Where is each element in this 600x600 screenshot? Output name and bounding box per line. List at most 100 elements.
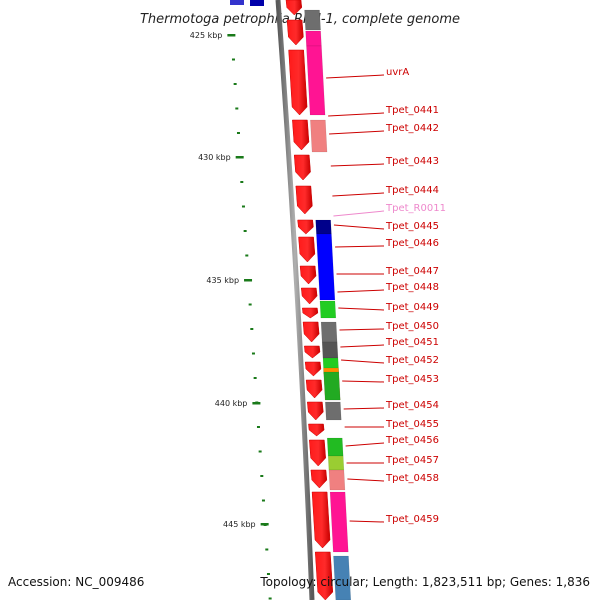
gene-leader-line xyxy=(335,245,385,248)
cds-arrow xyxy=(297,219,314,235)
gene-leader-line xyxy=(338,307,385,311)
gene-leader-line xyxy=(340,344,385,348)
gene-leader-line xyxy=(330,163,385,167)
ruler-minor-tick xyxy=(265,548,269,551)
reverse-feature xyxy=(315,219,332,235)
ruler-major-tick xyxy=(244,279,253,282)
genome-backbone xyxy=(275,0,315,600)
forward-strand-arrows xyxy=(285,0,334,600)
reverse-feature xyxy=(333,555,352,600)
cds-arrow xyxy=(304,361,322,377)
ruler-ticks xyxy=(227,34,272,600)
cds-arrow xyxy=(311,491,331,549)
ruler-label: 445 kbp xyxy=(223,520,256,529)
ruler-major-tick xyxy=(260,523,269,526)
cds-arrow xyxy=(298,236,316,263)
reverse-feature xyxy=(327,455,345,471)
reverse-feature xyxy=(329,491,349,553)
cds-arrow xyxy=(295,185,313,215)
ruler-minor-tick xyxy=(251,352,255,355)
gene-label: Tpet_0458 xyxy=(385,473,439,484)
ruler-minor-tick xyxy=(250,328,254,330)
gene-label: Tpet_0441 xyxy=(385,105,439,116)
cds-arrow xyxy=(305,379,323,399)
gene-label: Tpet_0450 xyxy=(385,321,439,332)
gene-label: Tpet_0445 xyxy=(385,221,439,232)
gene-label: Tpet_0447 xyxy=(385,266,439,277)
ruler-minor-tick xyxy=(256,426,260,428)
partial-feature xyxy=(250,0,264,6)
ruler-minor-tick xyxy=(235,107,239,110)
gene-label: Tpet_R0011 xyxy=(385,203,446,214)
gene-leader-line xyxy=(332,192,385,197)
reverse-feature xyxy=(320,321,338,343)
map-title: Thermotoga petrophila RKU-1, complete ge… xyxy=(140,12,460,27)
gene-label: Tpet_0453 xyxy=(385,374,439,385)
topology-text: Topology: circular; Length: 1,823,511 bp… xyxy=(259,575,590,589)
ruler-label: 435 kbp xyxy=(206,276,239,285)
gene-leader-line xyxy=(339,328,385,331)
cds-arrow xyxy=(302,307,319,319)
cds-arrow xyxy=(304,345,321,359)
cds-arrow xyxy=(302,321,320,343)
gene-label: Tpet_0457 xyxy=(385,455,439,466)
ruler-minor-tick xyxy=(231,58,235,61)
cds-arrow xyxy=(292,119,310,151)
reverse-feature xyxy=(305,30,322,47)
gene-label: Tpet_0443 xyxy=(385,156,439,167)
gene-labels: uvrA Tpet_0441 Tpet_0442 Tpet_0443 Tpet_0444… xyxy=(385,67,446,525)
cds-arrow xyxy=(285,0,303,16)
reverse-feature xyxy=(323,371,341,401)
cds-arrow xyxy=(288,49,308,116)
cds-arrow xyxy=(293,154,311,181)
gene-leader-line xyxy=(333,210,385,217)
reverse-feature xyxy=(310,119,328,153)
gene-leader-line xyxy=(341,359,385,364)
reverse-feature xyxy=(319,300,337,319)
gene-leader-line xyxy=(347,478,385,482)
ruler-minor-tick xyxy=(240,181,244,183)
cds-arrow xyxy=(299,265,317,285)
gene-label: Tpet_0455 xyxy=(385,419,439,430)
gene-label: uvrA xyxy=(386,67,409,78)
ruler-minor-tick xyxy=(258,450,262,453)
gene-leader-line xyxy=(343,407,385,410)
gene-label: Tpet_0446 xyxy=(385,238,439,249)
gene-label: Tpet_0454 xyxy=(385,400,439,411)
gene-leader-line xyxy=(326,74,385,79)
ruler-minor-tick xyxy=(253,377,257,379)
cds-arrow xyxy=(309,439,326,467)
gene-leader-line xyxy=(349,520,385,523)
gene-leader-lines xyxy=(326,74,385,523)
accession-text: Accession: NC_009486 xyxy=(8,575,144,589)
gene-label: Tpet_0444 xyxy=(385,185,439,196)
ruler-minor-tick xyxy=(241,205,245,208)
ruler-minor-tick xyxy=(266,573,270,575)
ruler-minor-tick xyxy=(233,83,237,85)
gene-label: Tpet_0452 xyxy=(385,355,439,366)
cds-arrow xyxy=(286,19,304,46)
cds-arrow xyxy=(307,401,324,421)
gene-leader-line xyxy=(333,224,385,230)
gene-leader-line xyxy=(345,442,385,447)
reverse-feature xyxy=(328,469,346,491)
gene-label: Tpet_0449 xyxy=(385,302,439,313)
gene-leader-line xyxy=(337,289,385,293)
reverse-feature xyxy=(321,341,339,359)
gene-leader-line xyxy=(342,380,385,383)
ruler-minor-tick xyxy=(248,303,252,306)
ruler-minor-tick xyxy=(245,254,249,257)
cds-arrow xyxy=(308,423,325,437)
reverse-feature xyxy=(326,437,344,457)
reverse-feature xyxy=(306,45,326,116)
ruler-minor-tick xyxy=(261,499,265,502)
top-partial-features xyxy=(230,0,264,6)
cds-arrow xyxy=(310,469,328,489)
ruler-major-tick xyxy=(252,402,261,405)
reverse-feature xyxy=(325,401,342,421)
gene-label: Tpet_0451 xyxy=(385,337,439,348)
ruler-label: 430 kbp xyxy=(198,153,231,162)
ruler-label: 440 kbp xyxy=(215,399,248,408)
gene-label: Tpet_0448 xyxy=(385,282,439,293)
